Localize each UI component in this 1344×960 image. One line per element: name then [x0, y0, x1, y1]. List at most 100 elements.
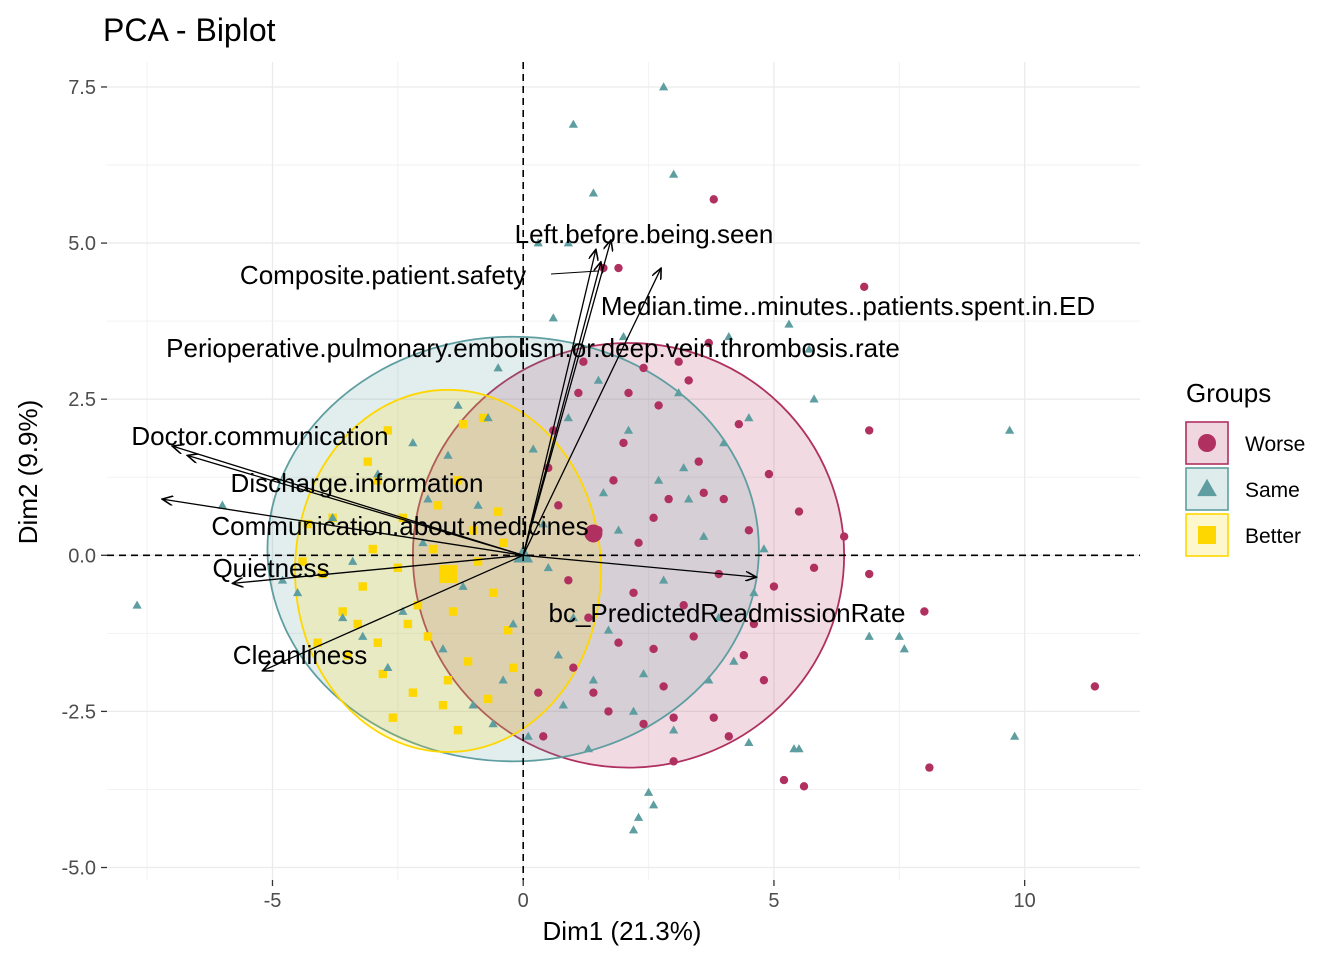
- legend-title: Groups: [1186, 378, 1271, 408]
- point-better: [373, 476, 382, 485]
- arrow-communication-about-medicines: [162, 499, 524, 556]
- point-same: [894, 631, 904, 640]
- point-worse: [574, 388, 583, 398]
- point-worse: [865, 569, 874, 579]
- point-worse: [689, 632, 698, 641]
- point-worse: [1090, 682, 1100, 691]
- arrow-composite-patient-safety: [522, 262, 601, 556]
- point-worse: [865, 426, 874, 435]
- point-worse: [659, 682, 668, 691]
- mean-point-better: [438, 565, 457, 584]
- point-same: [588, 675, 599, 684]
- point-worse: [639, 363, 648, 373]
- point-worse: [604, 707, 613, 716]
- point-same: [669, 169, 679, 178]
- point-same: [563, 413, 573, 422]
- point-worse: [584, 613, 593, 622]
- point-same: [292, 587, 303, 597]
- point-same: [543, 562, 553, 572]
- point-worse: [709, 713, 718, 722]
- point-worse: [539, 732, 548, 741]
- x-axis-ticks: -5 0 5 10: [264, 880, 1036, 912]
- point-worse: [679, 601, 688, 610]
- point-same: [603, 625, 614, 634]
- point-better: [428, 544, 438, 554]
- point-same: [684, 494, 694, 503]
- point-same: [809, 394, 819, 403]
- point-same: [473, 500, 483, 509]
- point-worse: [614, 638, 623, 647]
- legend: Groups Worse Same Better: [1185, 378, 1305, 557]
- arrow-perioperative-pulmonary-embolism-or-deep-vein-thrombosis-rate: [522, 249, 596, 556]
- point-same: [704, 675, 714, 684]
- point-better: [448, 607, 458, 616]
- point-same: [749, 587, 759, 597]
- legend-marker-better: [1198, 526, 1216, 544]
- point-same: [744, 413, 754, 422]
- variable-label: Median.time..minutes..patients.spent.in.…: [601, 291, 1095, 321]
- point-worse: [569, 663, 578, 672]
- point-worse: [694, 457, 703, 466]
- point-worse: [859, 282, 869, 291]
- point-same: [398, 606, 408, 615]
- legend-marker-worse: [1198, 434, 1216, 452]
- point-same: [628, 706, 639, 715]
- y-tick-label: 7.5: [68, 77, 96, 99]
- point-better: [388, 713, 398, 722]
- point-worse: [744, 526, 754, 535]
- point-better: [423, 632, 433, 641]
- point-same: [548, 313, 558, 322]
- point-same: [348, 556, 358, 565]
- point-same: [638, 669, 649, 678]
- point-better: [403, 619, 413, 629]
- point-worse: [674, 357, 683, 366]
- point-better: [298, 557, 307, 566]
- x-axis-title: Dim1 (21.3%): [543, 916, 702, 946]
- point-worse: [609, 476, 618, 485]
- x-tick-label: 0: [518, 890, 529, 912]
- point-same: [1010, 731, 1020, 740]
- point-same: [383, 662, 393, 672]
- arrow-bc-predictedreadmissionrate: [523, 554, 756, 577]
- variable-label: Discharge.information: [231, 468, 484, 498]
- point-same: [628, 825, 639, 834]
- variable-label: Perioperative.pulmonary.embolism.or.deep…: [166, 333, 900, 363]
- point-worse: [709, 195, 718, 204]
- point-worse: [839, 532, 849, 541]
- point-worse: [749, 619, 759, 629]
- point-worse: [649, 644, 658, 654]
- legend-label-worse: Worse: [1245, 433, 1305, 456]
- point-worse: [724, 732, 734, 741]
- point-same: [794, 744, 804, 753]
- point-better: [468, 526, 478, 535]
- point-worse: [534, 688, 543, 697]
- point-better: [473, 557, 483, 566]
- reference-lines: [107, 62, 1140, 880]
- point-worse: [684, 376, 693, 385]
- point-same: [729, 656, 739, 665]
- point-better: [453, 725, 463, 735]
- point-same: [498, 675, 508, 684]
- arrow-quietness: [232, 554, 524, 583]
- point-worse: [624, 388, 633, 398]
- point-same: [1004, 425, 1015, 434]
- point-worse: [739, 651, 749, 660]
- point-same: [483, 413, 493, 422]
- point-worse: [759, 675, 769, 685]
- point-better: [463, 657, 473, 666]
- point-worse: [920, 607, 929, 616]
- point-same: [418, 538, 428, 547]
- point-same: [598, 488, 609, 497]
- x-tick-label: 5: [768, 890, 779, 912]
- arrow-left-before-being-seen: [522, 240, 611, 556]
- point-worse: [619, 438, 628, 448]
- point-same: [453, 400, 463, 409]
- point-better: [438, 700, 448, 710]
- point-better: [433, 501, 443, 510]
- point-same: [658, 575, 669, 584]
- point-worse: [654, 401, 663, 410]
- point-same: [653, 475, 664, 484]
- point-same: [458, 581, 468, 590]
- point-same: [583, 744, 594, 753]
